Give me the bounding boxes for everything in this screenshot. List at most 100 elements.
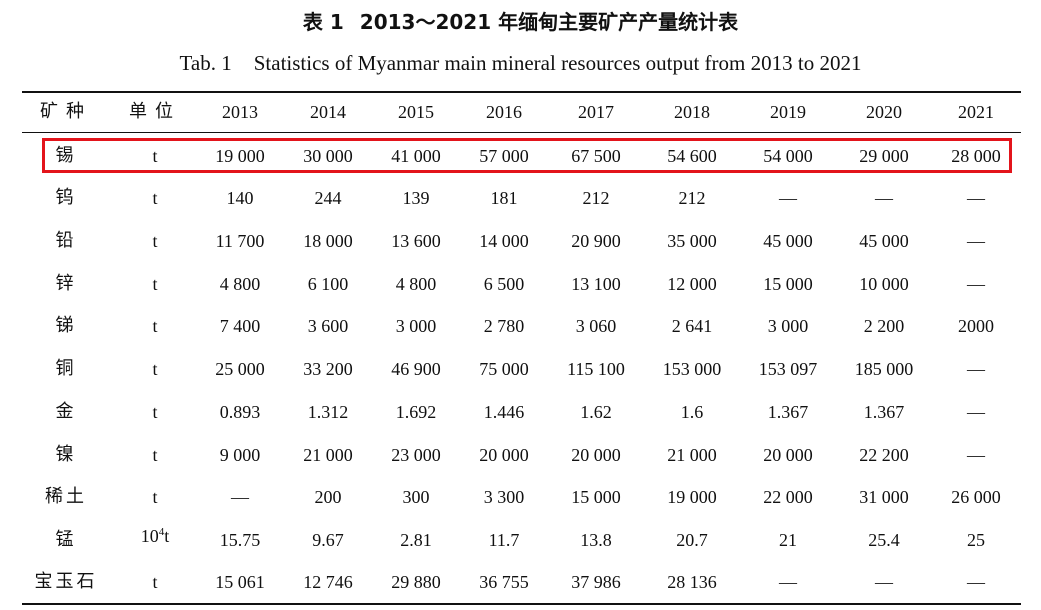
row-value-cell: — xyxy=(967,445,985,465)
row-value-cell: 12 000 xyxy=(667,274,717,294)
row-value-cell: 140 xyxy=(226,188,254,208)
row-value-cell: 181 xyxy=(490,188,518,208)
row-value-cell: — xyxy=(967,402,985,422)
table-caption-en: Statistics of Myanmar main mineral resou… xyxy=(253,51,862,75)
row-value-cell: 26 000 xyxy=(951,487,1001,507)
table-caption-cn: 2013～2021 年缅甸主要矿产产量统计表 xyxy=(359,10,739,34)
unit-suffix: t xyxy=(164,526,170,546)
row-value-cell: 22 000 xyxy=(763,487,813,507)
row-value-cell: 20 000 xyxy=(763,445,813,465)
header-unit: 单位 xyxy=(129,101,181,122)
row-mineral-name: 锑 xyxy=(55,315,77,336)
row-value-cell: 2 641 xyxy=(671,316,713,336)
row-value-cell: — xyxy=(779,188,797,208)
row-value-cell: 2 200 xyxy=(863,316,905,336)
row-value-cell: 21 000 xyxy=(667,445,717,465)
row-value-cell: 15.75 xyxy=(219,530,261,550)
row-value-cell: 153 000 xyxy=(662,359,722,379)
row-value-cell: 18 000 xyxy=(303,231,353,251)
row-value-cell: 25.4 xyxy=(868,530,900,550)
header-year: 2015 xyxy=(398,102,434,122)
header-year: 2014 xyxy=(310,102,346,122)
row-unit: t xyxy=(152,359,158,379)
table-number-cn: 表 1 xyxy=(302,10,344,34)
row-value-cell: 212 xyxy=(678,188,706,208)
row-value-cell: 57 000 xyxy=(479,146,529,166)
row-value-cell: 153 097 xyxy=(758,359,818,379)
table-top-rule xyxy=(22,91,1021,93)
row-unit: 104t xyxy=(141,525,170,547)
row-value-cell: — xyxy=(779,572,797,592)
row-value-cell: 37 986 xyxy=(571,572,621,592)
row-value-cell: 9 000 xyxy=(219,445,261,465)
row-value-cell: 20 900 xyxy=(571,231,621,251)
row-mineral-name: 镍 xyxy=(55,444,77,465)
row-value-cell: 28 136 xyxy=(667,572,717,592)
row-value-cell: 2.81 xyxy=(400,530,432,550)
row-value-cell: 20 000 xyxy=(571,445,621,465)
row-value-cell: 212 xyxy=(582,188,610,208)
row-mineral-name: 锰 xyxy=(55,529,77,550)
row-value-cell: 15 000 xyxy=(763,274,813,294)
header-year: 2019 xyxy=(770,102,806,122)
table-number-en: Tab. 1 xyxy=(179,51,232,75)
row-value-cell: 11.7 xyxy=(488,530,520,550)
row-value-cell: 23 000 xyxy=(391,445,441,465)
row-value-cell: 1.6 xyxy=(680,402,704,422)
row-value-cell: 33 200 xyxy=(303,359,353,379)
header-year: 2017 xyxy=(578,102,614,122)
row-value-cell: 200 xyxy=(314,487,342,507)
row-value-cell: 7 400 xyxy=(219,316,261,336)
row-value-cell: — xyxy=(967,572,985,592)
row-value-cell: 1.446 xyxy=(483,402,525,422)
row-value-cell: 12 746 xyxy=(303,572,353,592)
row-value-cell: 21 xyxy=(779,530,797,550)
row-value-cell: 6 500 xyxy=(483,274,525,294)
table-bottom-rule xyxy=(22,603,1021,605)
row-mineral-name: 锌 xyxy=(55,273,77,294)
row-value-cell: 4 800 xyxy=(219,274,261,294)
row-unit: t xyxy=(152,231,158,251)
row-unit: t xyxy=(152,274,158,294)
row-value-cell: 20.7 xyxy=(676,530,708,550)
row-value-cell: 22 200 xyxy=(859,445,909,465)
row-value-cell: 15 061 xyxy=(215,572,265,592)
row-unit: t xyxy=(152,402,158,422)
row-value-cell: — xyxy=(967,274,985,294)
row-value-cell: 54 000 xyxy=(763,146,813,166)
row-mineral-name: 稀土 xyxy=(45,486,87,507)
row-value-cell: — xyxy=(967,231,985,251)
row-value-cell: 25 xyxy=(967,530,985,550)
row-value-cell: 1.692 xyxy=(395,402,437,422)
row-value-cell: 25 000 xyxy=(215,359,265,379)
row-mineral-name: 铅 xyxy=(55,230,77,251)
row-value-cell: 20 000 xyxy=(479,445,529,465)
header-year: 2020 xyxy=(866,102,902,122)
header-year: 2013 xyxy=(222,102,258,122)
row-value-cell: — xyxy=(967,188,985,208)
row-unit: t xyxy=(152,445,158,465)
row-value-cell: 244 xyxy=(314,188,342,208)
row-value-cell: 13 100 xyxy=(571,274,621,294)
row-value-cell: 29 880 xyxy=(391,572,441,592)
table-header-rule xyxy=(22,132,1021,133)
row-value-cell: 54 600 xyxy=(667,146,717,166)
row-value-cell: — xyxy=(231,487,249,507)
row-unit: t xyxy=(152,487,158,507)
row-mineral-name: 铜 xyxy=(55,358,77,379)
row-value-cell: 2000 xyxy=(958,316,994,336)
row-value-cell: 35 000 xyxy=(667,231,717,251)
row-value-cell: 9.67 xyxy=(312,530,344,550)
row-value-cell: 3 060 xyxy=(575,316,617,336)
table-title-cn: 表 1 2013～2021 年缅甸主要矿产产量统计表 xyxy=(0,6,1041,35)
table-title-en: Tab. 1 Statistics of Myanmar main mineral… xyxy=(0,51,1041,76)
row-value-cell: 3 300 xyxy=(483,487,525,507)
row-value-cell: 67 500 xyxy=(571,146,621,166)
row-value-cell: 36 755 xyxy=(479,572,529,592)
row-value-cell: 3 000 xyxy=(767,316,809,336)
row-mineral-name: 宝玉石 xyxy=(34,571,98,592)
row-value-cell: 0.893 xyxy=(219,402,261,422)
row-value-cell: 75 000 xyxy=(479,359,529,379)
row-value-cell: 2 780 xyxy=(483,316,525,336)
